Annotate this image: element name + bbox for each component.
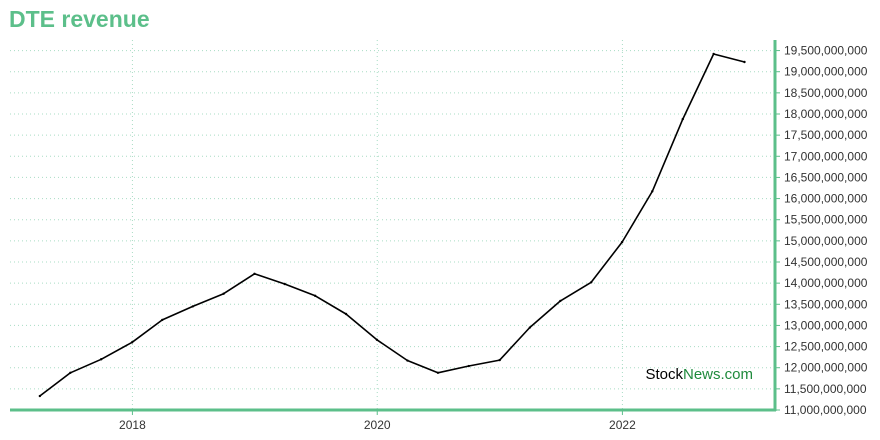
- data-point: [130, 341, 134, 344]
- revenue-line: [39, 53, 745, 397]
- y-tick-label: 13,500,000,000: [784, 297, 868, 311]
- y-tick-label: 18,000,000,000: [784, 107, 868, 121]
- data-point: [620, 240, 624, 244]
- y-tick-label: 17,000,000,000: [784, 149, 868, 163]
- y-tick-label: 11,000,000,000: [784, 403, 867, 417]
- y-tick-label: 12,000,000,000: [784, 361, 868, 375]
- data-point: [712, 52, 715, 56]
- data-point: [406, 359, 409, 362]
- y-tick-label: 14,000,000,000: [784, 276, 868, 290]
- data-point: [191, 305, 194, 308]
- data-point: [313, 294, 317, 298]
- data-point: [436, 371, 440, 374]
- x-tick-label: 2018: [119, 418, 146, 432]
- y-tick-label: 19,000,000,000: [784, 65, 868, 79]
- axes: [10, 40, 780, 415]
- y-tick-label: 15,500,000,000: [784, 213, 868, 227]
- y-tick-label: 11,500,000,000: [784, 382, 867, 396]
- watermark-part-news: News.com: [683, 366, 753, 383]
- data-point: [375, 338, 379, 342]
- watermark: StockNews.com: [645, 366, 753, 383]
- data-point: [344, 312, 348, 316]
- data-point: [651, 190, 654, 193]
- data-point: [467, 364, 470, 368]
- data-point: [161, 318, 164, 322]
- data-point: [743, 60, 746, 64]
- data-point: [38, 394, 42, 398]
- y-tick-label: 12,500,000,000: [784, 340, 868, 354]
- y-tick-label: 15,000,000,000: [784, 234, 868, 248]
- y-tick-label: 14,500,000,000: [784, 255, 868, 269]
- y-tick-label: 13,000,000,000: [784, 318, 868, 332]
- data-point: [528, 326, 532, 329]
- data-point: [498, 358, 501, 362]
- y-tick-label: 16,000,000,000: [784, 192, 868, 206]
- series-line-layer: [38, 52, 746, 398]
- data-point: [283, 282, 286, 286]
- watermark-part-stock: Stock: [645, 366, 683, 383]
- y-tick-label: 17,500,000,000: [784, 128, 868, 142]
- y-tick-label: 19,500,000,000: [784, 44, 868, 58]
- data-point: [559, 299, 562, 303]
- x-tick-label: 2020: [364, 418, 391, 432]
- x-tick-label: 2022: [609, 418, 636, 432]
- data-point: [253, 272, 256, 276]
- tick-labels: 11,000,000,000 11,500,000,000 12,000,000,0…: [119, 44, 868, 432]
- data-point: [590, 281, 593, 284]
- y-tick-label: 16,500,000,000: [784, 170, 868, 184]
- chart-title: DTE revenue: [9, 6, 150, 32]
- y-tick-label: 18,500,000,000: [784, 86, 868, 100]
- data-point: [222, 292, 225, 295]
- data-point: [681, 117, 684, 121]
- data-point: [69, 371, 72, 374]
- data-point: [100, 358, 103, 361]
- grid-lines: [10, 40, 775, 411]
